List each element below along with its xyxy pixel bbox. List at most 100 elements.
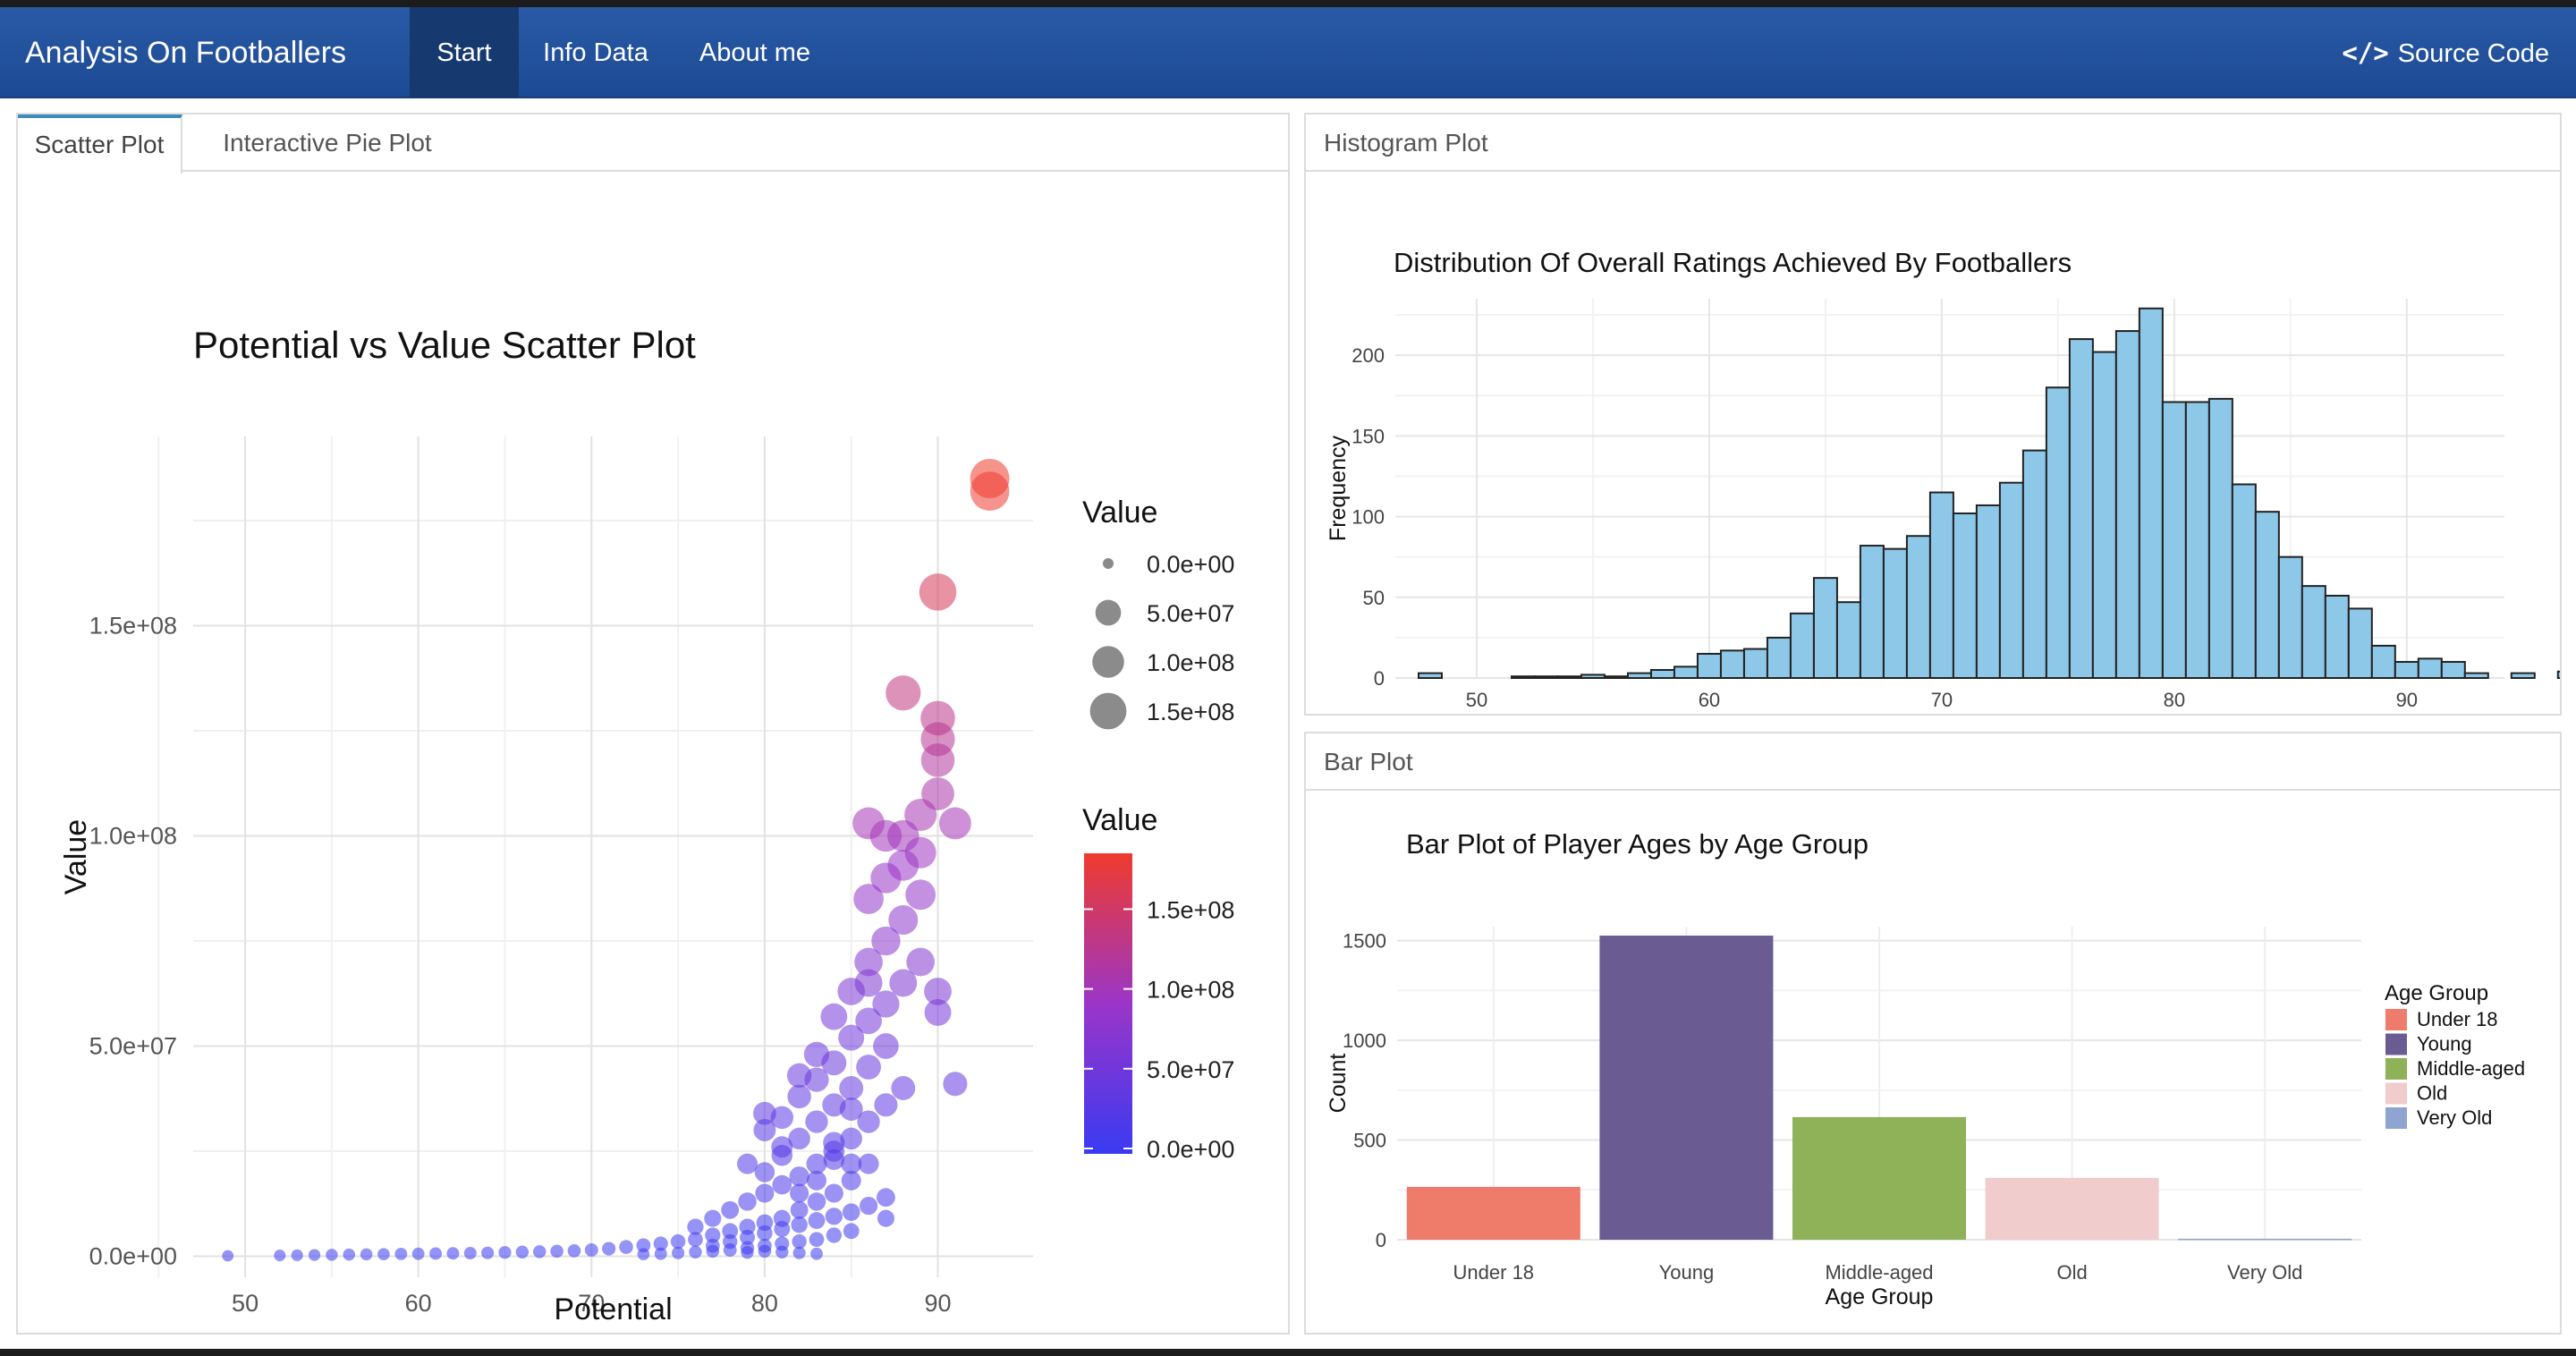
scatter-point [498, 1246, 512, 1259]
histogram-bar [2138, 307, 2164, 679]
source-code-link[interactable]: </> Source Code [2342, 7, 2549, 98]
scatter-point [689, 1245, 702, 1259]
tab-interactive-pie-plot[interactable]: Interactive Pie Plot [223, 129, 432, 157]
scatter-point [222, 1250, 234, 1262]
histogram-bar [1649, 668, 1675, 679]
scatter-point [891, 1076, 916, 1100]
age-group-bar [1406, 1186, 1580, 1240]
histogram-x-tick-label: 50 [1466, 689, 1487, 711]
scatter-point [874, 1093, 898, 1117]
scatter-point [886, 675, 921, 711]
scatter-point [825, 1208, 843, 1225]
size-legend-key [1092, 646, 1124, 678]
scatter-point [792, 1233, 807, 1250]
bar-y-tick-label: 1000 [1343, 1030, 1386, 1052]
bar-chart: Bar Plot of Player Ages by Age Group 0 500… [1326, 828, 2525, 1309]
scatter-point [550, 1244, 564, 1259]
size-legend-label: 1.0e+08 [1147, 649, 1234, 676]
scatter-point [806, 1170, 826, 1191]
scatter-point [843, 1223, 860, 1240]
size-legend-label: 0.0e+00 [1147, 551, 1234, 578]
color-legend-label: 0.0e+00 [1147, 1136, 1234, 1163]
left-tabbar: Scatter Plot Interactive Pie Plot [18, 114, 1288, 174]
bar-legend-key [2385, 1058, 2407, 1080]
scatter-point [429, 1247, 442, 1260]
scatter-point [771, 1136, 793, 1158]
bar-legend-title: Age Group [2385, 981, 2488, 1005]
histogram-y-tick-label: 150 [1352, 425, 1385, 447]
histogram-x-tick-label: 60 [1699, 689, 1720, 711]
histogram-y-axis-label: Frequency [1326, 435, 1351, 541]
scatter-point [906, 947, 935, 977]
scatter-point [841, 1170, 861, 1191]
scatter-point [806, 1153, 827, 1174]
histogram-bar [1719, 649, 1745, 679]
histogram-chart: Distribution Of Overall Ratings Achieved… [1326, 247, 2560, 711]
scatter-point [758, 1238, 772, 1253]
scatter-point [636, 1238, 651, 1253]
scatter-x-tick-label: 90 [924, 1290, 951, 1317]
scatter-point [921, 777, 954, 810]
age-group-bar [1985, 1177, 2159, 1240]
histogram-bar [1510, 675, 1536, 679]
nav-info-data[interactable]: Info Data [543, 38, 648, 67]
scatter-point [738, 1192, 757, 1211]
histogram-bar [2510, 672, 2536, 679]
bar-title: Bar Plot of Player Ages by Age Group [1406, 828, 1868, 860]
color-legend-label: 1.0e+08 [1147, 977, 1234, 1004]
histogram-bar [1928, 491, 1954, 680]
scatter-point [841, 1153, 862, 1174]
app-brand[interactable]: Analysis On Footballers [25, 36, 347, 70]
tab-scatter-plot[interactable]: Scatter Plot [18, 114, 182, 174]
bar-header: Bar Plot [1306, 733, 2560, 791]
histogram-bar [1766, 636, 1792, 679]
scatter-point [877, 1209, 894, 1227]
bar-legend-key [2385, 1033, 2407, 1055]
scatter-chart: Potential vs Value Scatter Plot 50 60 70 80 9… [59, 324, 1234, 1326]
histogram-title: Distribution Of Overall Ratings Achieved… [1394, 247, 2072, 278]
scatter-point [889, 969, 918, 997]
scatter-point [855, 1007, 882, 1035]
bar-legend-label: Old [2417, 1082, 2447, 1105]
scatter-x-tick-label: 50 [232, 1290, 258, 1317]
bar-legend-label: Young [2417, 1033, 2472, 1055]
scatter-x-tick-label: 60 [405, 1290, 432, 1317]
scatter-point [753, 1119, 776, 1141]
scatter-point [567, 1244, 581, 1258]
nav-start[interactable]: Start [410, 7, 519, 98]
nav-about-me[interactable]: About me [699, 38, 811, 67]
scatter-point [838, 1024, 865, 1051]
scatter-point [740, 1241, 755, 1255]
scatter-point [653, 1236, 668, 1251]
bar-x-tick-label: Old [2056, 1261, 2087, 1284]
histogram-y-tick-label: 100 [1352, 506, 1385, 529]
histogram-bar [2045, 386, 2071, 679]
scatter-point [705, 1238, 720, 1253]
color-legend-bar [1084, 853, 1132, 1154]
scatter-point [602, 1242, 616, 1256]
histogram-bar [1905, 535, 1931, 679]
scatter-point [871, 926, 901, 956]
size-legend-label: 1.5e+08 [1147, 699, 1234, 725]
scatter-panel: Scatter Plot Interactive Pie Plot Potent… [16, 113, 1290, 1335]
histogram-bar [1975, 504, 2001, 679]
scatter-point [854, 969, 883, 997]
scatter-point [805, 1110, 828, 1133]
histogram-header: Histogram Plot [1306, 114, 2560, 172]
scatter-point [920, 700, 955, 736]
histogram-bar [2301, 585, 2326, 679]
scatter-point [859, 1197, 878, 1216]
bar-y-tick-label: 500 [1353, 1130, 1386, 1152]
scatter-point [822, 1093, 846, 1117]
histogram-x-tick-label: 80 [2164, 689, 2185, 711]
age-group-bar [1792, 1116, 1967, 1240]
histogram-bar [1556, 675, 1582, 679]
scatter-point [756, 1214, 774, 1232]
scatter-point [807, 1192, 826, 1211]
scatter-point [854, 947, 883, 977]
scatter-y-tick-label: 1.5e+08 [89, 613, 177, 640]
age-group-bar [2178, 1238, 2352, 1241]
scatter-point [924, 998, 952, 1026]
scatter-point [770, 1106, 794, 1130]
scatter-point [411, 1247, 425, 1260]
